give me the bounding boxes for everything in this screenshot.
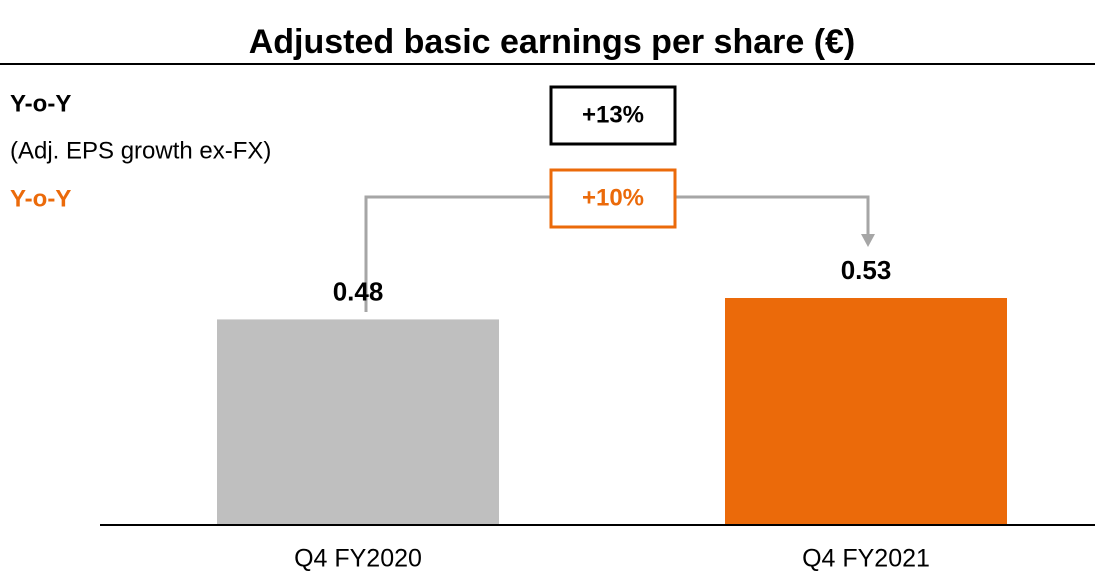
connector	[364, 195, 550, 312]
annotation: (Adj. EPS growth ex-FX)	[10, 137, 271, 164]
annotation: +13%	[582, 101, 644, 128]
bar	[725, 298, 1007, 525]
annotation: +10%	[582, 184, 644, 211]
x-tick-label: Q4 FY2020	[294, 545, 422, 573]
value-label: 0.53	[841, 255, 892, 285]
chart-title: Adjusted basic earnings per share (€)	[249, 23, 856, 61]
x-tick-label: Q4 FY2021	[802, 545, 930, 573]
annotation: Y-o-Y	[10, 185, 71, 212]
connector	[675, 195, 870, 236]
growth-box	[549, 168, 677, 229]
arrowhead	[861, 234, 875, 247]
value-label: 0.48	[333, 276, 384, 306]
bar	[217, 319, 499, 525]
growth-box	[549, 85, 677, 146]
annotation: Y-o-Y	[10, 90, 71, 117]
